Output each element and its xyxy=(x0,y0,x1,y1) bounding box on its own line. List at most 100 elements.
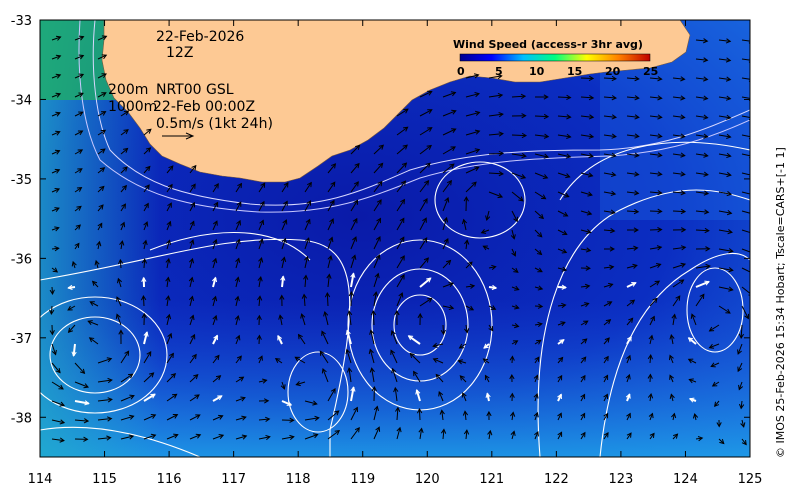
vector-arrow xyxy=(465,166,479,174)
vector-arrowhead xyxy=(368,348,374,355)
vector-arrow xyxy=(442,324,445,335)
vector-arrowhead xyxy=(457,359,463,365)
vector-arrowhead xyxy=(628,317,634,323)
vector-arrowhead xyxy=(294,356,300,362)
vector-arrowhead xyxy=(77,168,83,173)
vector-arrowhead xyxy=(680,95,686,101)
vector-arrow xyxy=(465,74,479,79)
vector-arrow xyxy=(281,400,292,406)
vector-arrowhead xyxy=(375,254,381,260)
vector-arrowhead xyxy=(123,147,129,153)
vector-arrow xyxy=(51,267,58,273)
vector-arrowhead xyxy=(521,152,527,159)
vector-arrow xyxy=(741,286,750,294)
vector-arrow xyxy=(373,163,383,174)
vector-arrow xyxy=(350,145,360,155)
vector-arrow xyxy=(304,219,311,231)
vector-arrow xyxy=(116,296,122,307)
vector-arrowhead xyxy=(307,181,312,188)
vector-arrowhead xyxy=(625,393,631,399)
vector-arrow xyxy=(695,294,705,307)
vector-arrowhead xyxy=(426,144,432,150)
vector-arrow xyxy=(603,229,615,232)
vector-arrow xyxy=(189,374,199,383)
vector-arrowhead xyxy=(353,181,359,187)
vector-arrow xyxy=(50,305,53,314)
vector-arrow xyxy=(557,321,566,326)
vector-arrow xyxy=(672,153,685,157)
vector-arrow xyxy=(488,94,503,98)
vector-arrow xyxy=(396,108,409,117)
vector-arrowhead xyxy=(54,246,60,252)
vector-arrow xyxy=(670,394,674,402)
vector-arrowhead xyxy=(422,237,428,243)
vector-arrow xyxy=(557,375,563,383)
vector-arrow xyxy=(695,96,708,100)
vector-arrow xyxy=(741,172,750,176)
vector-arrow xyxy=(166,333,172,345)
vector-arrowhead xyxy=(264,416,271,422)
vector-arrowhead xyxy=(55,35,62,41)
vector-arrowhead xyxy=(129,394,135,400)
vector-arrowhead xyxy=(585,247,592,253)
vector-arrowhead xyxy=(561,248,568,254)
vector-arrow xyxy=(120,241,123,250)
vector-arrow xyxy=(511,248,516,257)
vector-arrowhead xyxy=(141,312,147,319)
contour-1000m xyxy=(78,20,750,213)
vector-arrowhead xyxy=(560,321,566,327)
vector-arrowhead xyxy=(218,414,224,420)
vector-arrow xyxy=(419,91,432,98)
vector-arrowhead xyxy=(393,386,399,393)
vector-arrowhead xyxy=(55,73,62,79)
vector-arrowhead xyxy=(212,257,218,264)
vector-arrow xyxy=(580,320,588,326)
vector-arrow xyxy=(580,285,590,288)
vector-arrow xyxy=(557,357,563,364)
vector-arrowhead xyxy=(491,264,497,271)
vector-arrow xyxy=(51,400,65,406)
vector-arrowhead xyxy=(513,267,519,273)
vector-arrow xyxy=(373,254,380,269)
vector-arrowhead xyxy=(49,330,55,336)
vector-arrow xyxy=(488,133,503,136)
vector-arrow xyxy=(74,187,82,193)
vector-arrow xyxy=(258,379,267,383)
vector-arrow xyxy=(481,229,490,234)
vector-arrow xyxy=(695,437,703,440)
vector-arrowhead xyxy=(451,109,457,115)
vector-arrowhead xyxy=(353,199,359,205)
vector-arrow xyxy=(97,398,112,402)
colorbar-tick-label: 10 xyxy=(529,65,545,78)
x-tick-label: 120 xyxy=(415,472,440,487)
vector-arrow xyxy=(603,134,616,138)
vector-arrowhead xyxy=(564,192,570,198)
vector-arrowhead xyxy=(101,35,108,41)
vector-arrow xyxy=(465,130,480,136)
vector-arrow xyxy=(258,276,262,288)
vector-arrow xyxy=(672,279,684,288)
vector-arrowhead xyxy=(289,434,295,441)
vector-arrow xyxy=(709,324,720,332)
vector-arrow xyxy=(346,330,352,345)
vector-arrow xyxy=(166,221,171,231)
vector-arrow xyxy=(120,185,127,193)
vector-arrow xyxy=(396,274,405,288)
vector-arrow xyxy=(258,201,265,212)
vector-arrowhead xyxy=(173,433,179,439)
vector-arrow xyxy=(718,77,731,81)
vector-arrow xyxy=(626,413,631,421)
vector-arrowhead xyxy=(355,144,361,150)
vector-arrowhead xyxy=(259,200,265,207)
vector-arrow xyxy=(714,400,720,407)
vector-arrow xyxy=(603,394,608,402)
vector-arrow xyxy=(350,181,359,193)
x-tick-label: 119 xyxy=(350,472,375,487)
vector-arrowhead xyxy=(608,282,614,288)
vector-arrowhead xyxy=(378,162,384,168)
vector-arrowhead xyxy=(427,297,433,303)
vector-arrowhead xyxy=(123,129,129,135)
vector-arrow xyxy=(350,163,360,174)
vector-arrowhead xyxy=(54,168,61,174)
vector-arrowhead xyxy=(469,283,476,289)
